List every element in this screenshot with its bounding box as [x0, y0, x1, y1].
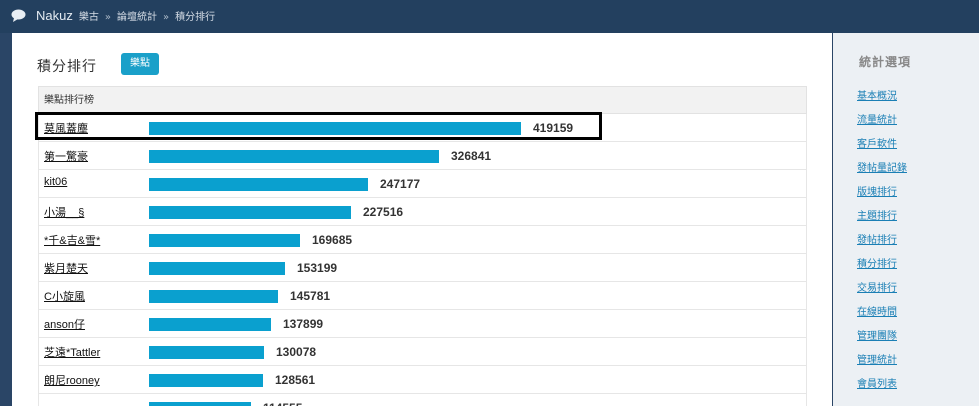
points-bar [149, 150, 439, 163]
top-navigation-bar: Nakuz 樂古 » 論壇統計 » 積分排行 [0, 0, 979, 33]
points-bar [149, 290, 278, 303]
sidebar-menu: 基本概況流量統計客戶軟件發帖量記錄版塊排行主題排行發帖排行積分排行交易排行在線時… [857, 87, 907, 399]
breadcrumb-separator: » [104, 12, 111, 23]
sidebar-link[interactable]: 管理統計 [857, 355, 897, 366]
sidebar-link[interactable]: 在線時間 [857, 307, 897, 318]
points-value: 419159 [533, 121, 574, 135]
member-name-link[interactable]: *千&吉&雪* [44, 235, 101, 247]
points-value: 247177 [380, 177, 421, 191]
points-value: 145781 [290, 289, 331, 303]
ranking-table: 樂點排行榜 莫風蓋塵 419159 第一驚豪 326841 kit06 247177 小湯_… [35, 86, 807, 406]
member-name-link[interactable]: 芝遠*Tattler [44, 347, 101, 359]
table-row: 紫月楚天 153199 [38, 254, 807, 282]
table-header: 樂點排行榜 [38, 86, 807, 114]
sidebar-link[interactable]: 積分排行 [857, 259, 897, 270]
sidebar-title: 統計選項 [859, 55, 912, 69]
table-row: C小旋風 145781 [38, 282, 807, 310]
table-row: *千&吉&雪* 169685 [38, 226, 807, 254]
points-bar [149, 206, 351, 219]
points-value: 128561 [275, 373, 316, 387]
breadcrumb-item-current: 積分排行 [175, 12, 216, 23]
table-row: 芝遠*Tattler 130078 [38, 338, 807, 366]
sidebar-link[interactable]: 基本概況 [857, 91, 897, 102]
sidebar-link[interactable]: 交易排行 [857, 283, 897, 294]
site-name-link[interactable]: Nakuz [36, 8, 73, 23]
points-bar [149, 374, 263, 387]
points-value: 169685 [312, 233, 353, 247]
sidebar-link[interactable]: 客戶軟件 [857, 139, 897, 150]
points-value: 326841 [451, 149, 492, 163]
points-value: 137899 [283, 317, 324, 331]
table-row: 朗尼rooney 128561 [38, 366, 807, 394]
points-value: 227516 [363, 205, 404, 219]
breadcrumb-separator: » [162, 12, 170, 23]
table-row: 莫風蓋塵 419159 [35, 112, 807, 142]
breadcrumb-item-forum[interactable]: 樂古 [78, 12, 99, 23]
member-name-link[interactable]: 小湯__§ [44, 207, 85, 219]
chat-bubble-icon [11, 9, 26, 22]
main-content: 積分排行 樂點 樂點排行榜 莫風蓋塵 419159 第一驚豪 326841 kit06 2… [12, 33, 832, 406]
member-name-link[interactable]: C小旋風 [44, 291, 85, 303]
points-value: 153199 [297, 261, 338, 275]
sidebar-link[interactable]: 流量統計 [857, 115, 897, 126]
sidebar-link[interactable]: 發帖量記錄 [857, 163, 907, 174]
points-bar [149, 346, 264, 359]
member-name-link[interactable]: anson仔 [44, 319, 85, 331]
member-name-link[interactable]: kit06 [44, 176, 68, 188]
member-name-link[interactable]: 莫風蓋塵 [44, 123, 88, 135]
table-row: 第一驚豪 326841 [38, 142, 807, 170]
member-name-link[interactable]: 朗尼rooney [44, 375, 100, 387]
table-row: anson仔 137899 [38, 310, 807, 338]
table-row: kit06 247177 [38, 170, 807, 198]
page-title: 積分排行 [37, 59, 97, 75]
member-name-link[interactable]: 紫月楚天 [44, 263, 88, 275]
points-value: 114555 [263, 401, 302, 406]
sidebar-link[interactable]: 管理團隊 [857, 331, 897, 342]
sidebar-link[interactable]: 會員列表 [857, 379, 897, 390]
sidebar: 統計選項 基本概況流量統計客戶軟件發帖量記錄版塊排行主題排行發帖排行積分排行交易… [833, 33, 979, 406]
points-bar [149, 122, 521, 135]
table-row: 小湯__§ 227516 [38, 198, 807, 226]
points-bar [149, 234, 300, 247]
sidebar-link[interactable]: 主題排行 [857, 211, 897, 222]
table-row: 114555 [38, 394, 807, 406]
points-bar [149, 402, 251, 406]
breadcrumb-item-stats[interactable]: 論壇統計 [116, 12, 157, 23]
sidebar-link[interactable]: 發帖排行 [857, 235, 897, 246]
sidebar-link[interactable]: 版塊排行 [857, 187, 897, 198]
points-bar [149, 178, 368, 191]
points-type-button[interactable]: 樂點 [121, 53, 159, 75]
points-value: 130078 [276, 345, 317, 359]
member-name-link[interactable]: 第一驚豪 [44, 151, 88, 163]
points-bar [149, 318, 271, 331]
breadcrumb: Nakuz 樂古 » 論壇統計 » 積分排行 [36, 8, 215, 23]
points-bar [149, 262, 285, 275]
